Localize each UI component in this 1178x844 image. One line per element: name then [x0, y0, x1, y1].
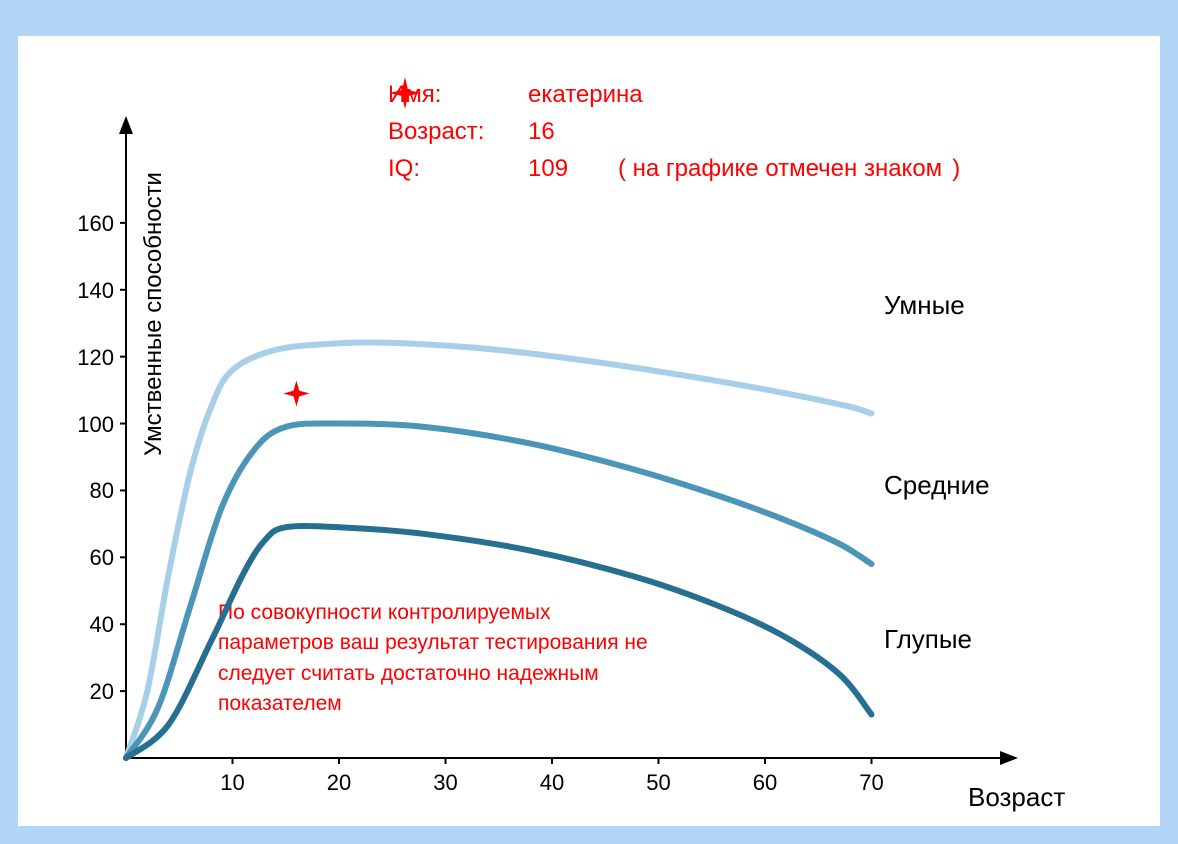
y-tick: 100	[77, 412, 114, 438]
series-label: Умные	[884, 290, 965, 321]
x-tick: 40	[532, 770, 572, 796]
series-label: Средние	[884, 470, 990, 501]
x-tick: 30	[426, 770, 466, 796]
y-tick: 120	[77, 345, 114, 371]
y-tick: 20	[90, 679, 114, 705]
x-tick: 70	[852, 770, 892, 796]
x-tick: 10	[213, 770, 253, 796]
series-label: Глупые	[884, 624, 972, 655]
y-tick: 160	[77, 211, 114, 237]
chart-panel: Умственные способности Имя: екатерина Во…	[18, 36, 1160, 826]
y-tick: 40	[90, 612, 114, 638]
y-tick: 140	[77, 278, 114, 304]
y-tick: 60	[90, 545, 114, 571]
x-tick: 50	[639, 770, 679, 796]
x-tick: 20	[319, 770, 359, 796]
x-tick: 60	[745, 770, 785, 796]
y-tick: 80	[90, 478, 114, 504]
chart-svg	[18, 36, 1160, 826]
